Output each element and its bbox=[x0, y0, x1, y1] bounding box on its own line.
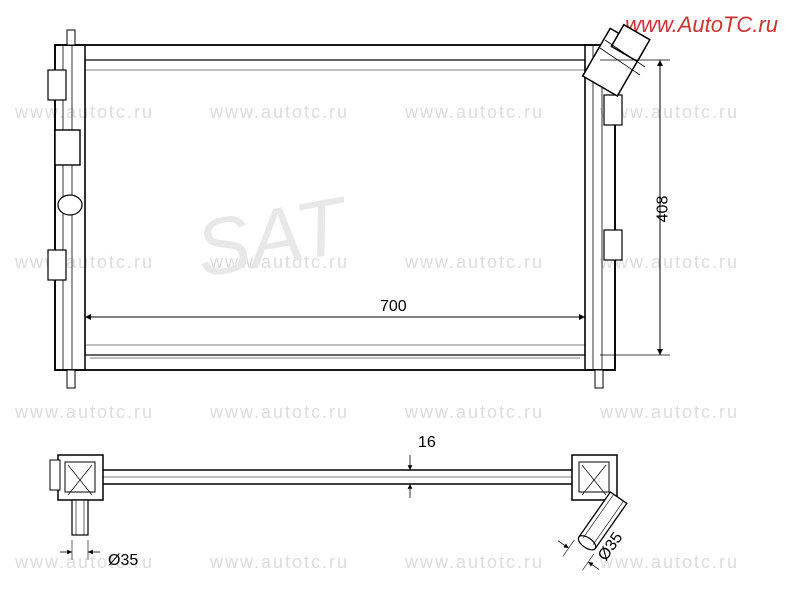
dim-diam-left-line bbox=[60, 540, 100, 560]
main-radiator-view: SAT bbox=[48, 25, 650, 388]
dim-thickness-line bbox=[395, 455, 445, 498]
technical-drawing: SAT bbox=[0, 0, 800, 600]
dim-line-width bbox=[85, 300, 585, 355]
side-view bbox=[50, 455, 627, 553]
svg-text:SAT: SAT bbox=[189, 180, 357, 295]
